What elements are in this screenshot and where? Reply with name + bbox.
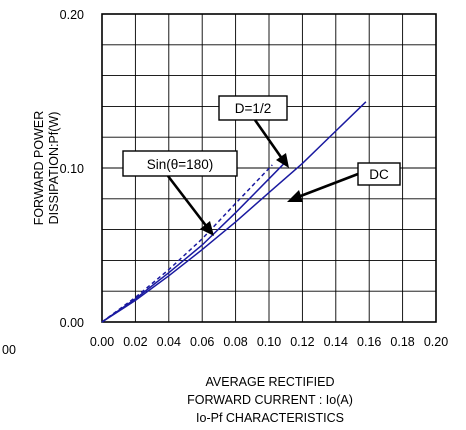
x-tick-label: 0.00	[90, 335, 114, 349]
x-tick-label: 0.20	[424, 335, 448, 349]
series-group	[101, 101, 367, 323]
x-tick-label: 0.18	[390, 335, 414, 349]
chart-title: Io-Pf CHARACTERISTICS	[196, 411, 344, 425]
callout-box-d12	[218, 95, 288, 121]
x-axis-label-line-2: FORWARD CURRENT : Io(A)	[187, 393, 353, 407]
series-line-2	[101, 164, 273, 323]
y-tick-label: 0.20	[60, 8, 84, 22]
arrowhead-dc	[287, 190, 303, 202]
y-axis-label-line-1: FORWARD POWER	[32, 111, 46, 226]
x-tick-label: 0.10	[257, 335, 281, 349]
callout-label-d12: D=1/2	[235, 101, 271, 116]
y-tick-labels: 0.00 0.10 0.20	[60, 8, 84, 330]
y-tick-label: 0.00	[60, 316, 84, 330]
stray-label: 00	[2, 343, 16, 357]
x-tick-label: 0.08	[223, 335, 247, 349]
x-tick-label: 0.14	[324, 335, 348, 349]
arrowhead-d12	[276, 153, 289, 168]
callout-box-sin	[122, 150, 238, 177]
callout-label-sin: Sin(θ=180)	[147, 157, 213, 172]
x-tick-labels: 0.00 0.02 0.04 0.06 0.08 0.10 0.12 0.14 0.16 0.18…	[90, 335, 448, 349]
callouts: D=1/2 Sin(θ=180) DC	[122, 95, 401, 236]
x-tick-label: 0.04	[157, 335, 181, 349]
x-tick-label: 0.12	[290, 335, 314, 349]
y-tick-label: 0.10	[60, 162, 84, 176]
arrow-dc	[297, 172, 359, 199]
x-tick-label: 0.06	[190, 335, 214, 349]
y-axis-label-line-2: DISSIPATION:Pf(W)	[47, 112, 61, 225]
x-tick-label: 0.02	[123, 335, 147, 349]
arrow-d12	[253, 119, 285, 161]
series-line-1	[101, 161, 287, 323]
arrowhead-sin	[200, 221, 214, 236]
plot-frame	[101, 13, 437, 323]
callout-label-dc: DC	[369, 167, 389, 182]
arrow-sin	[166, 175, 209, 228]
x-axis-label-line-1: AVERAGE RECTIFIED	[206, 375, 335, 389]
series-line-0	[101, 101, 367, 323]
x-tick-label: 0.16	[357, 335, 381, 349]
